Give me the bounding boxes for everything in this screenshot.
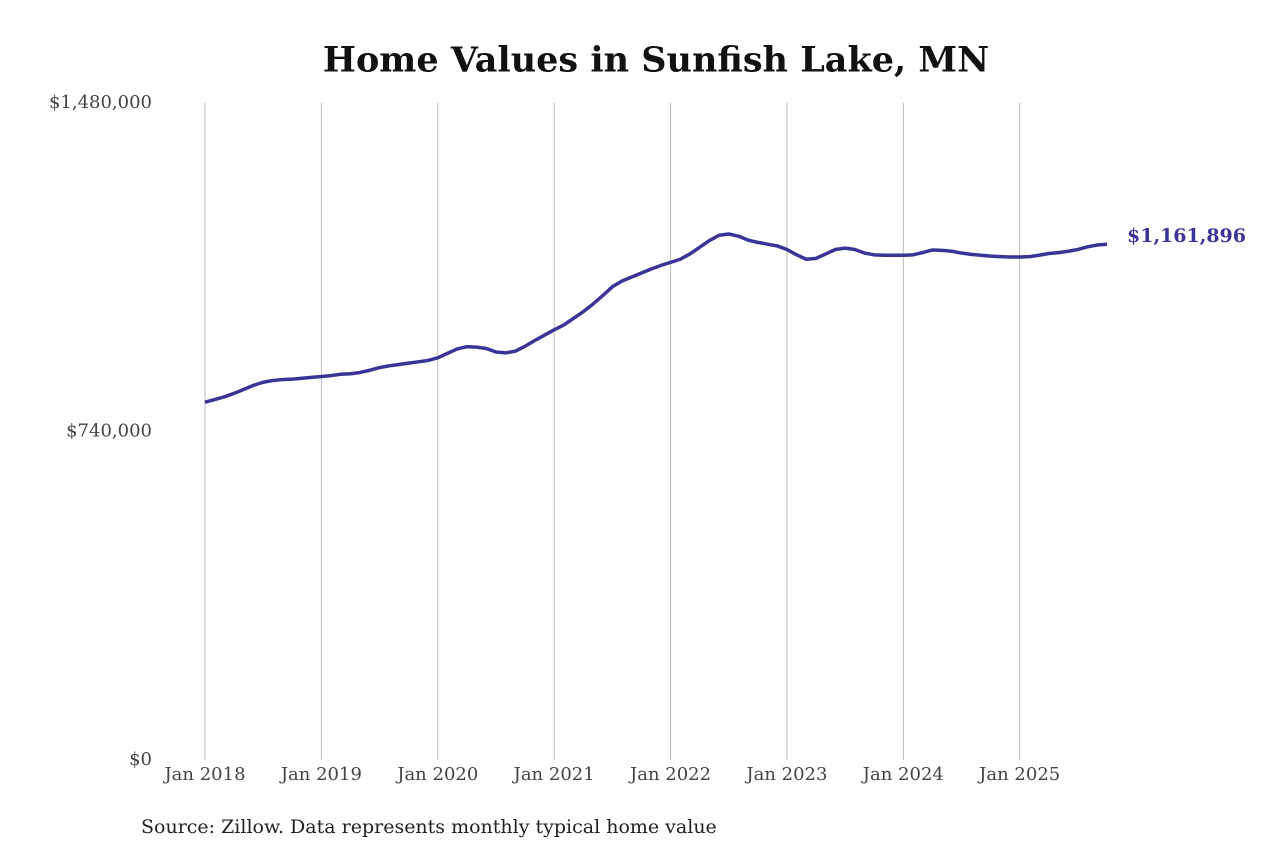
x-tick-label: Jan 2018 [162,764,245,785]
end-value-label: $1,161,896 [1127,225,1246,247]
x-tick-label: Jan 2019 [279,764,362,785]
source-note: Source: Zillow. Data represents monthly … [141,816,717,838]
chart-title: Home Values in Sunfish Lake, MN [323,40,989,81]
y-tick-label: $740,000 [66,421,152,442]
x-tick-label: Jan 2023 [744,764,827,785]
line [204,232,1108,404]
y-tick-label: $0 [129,749,152,770]
y-tick-label: $1,480,000 [49,92,152,113]
x-tick-label: Jan 2020 [395,764,478,785]
x-tick-label: Jan 2022 [628,764,711,785]
x-tick-label: Jan 2025 [977,764,1060,785]
x-tick-label: Jan 2024 [861,764,944,785]
x-tick-label: Jan 2021 [512,764,595,785]
